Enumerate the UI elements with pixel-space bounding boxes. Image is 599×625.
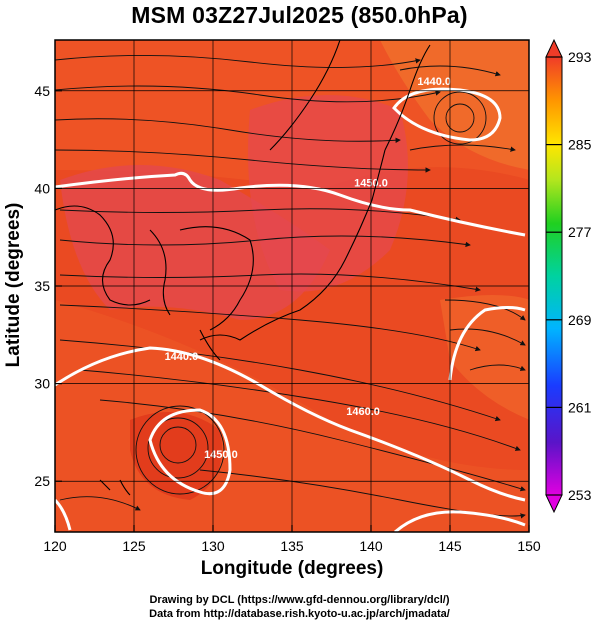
credit-data: Data from http://database.rish.kyoto-u.a… [149,608,450,620]
y-tick-label: 45 [34,83,50,99]
colorbar-scale [545,56,563,496]
x-tick-label: 150 [517,538,541,554]
grid-lines [55,40,529,532]
wind-streamlines [55,55,526,519]
contour-label: 1460.0 [346,406,380,418]
x-tick-label: 120 [43,538,67,554]
map-title: MSM 03Z27Jul2025 (850.0hPa) [131,2,468,28]
x-tick-label: 125 [122,538,146,554]
credit-drawing: Drawing by DCL (https://www.gfd-dennou.o… [149,594,450,606]
x-tick-label: 145 [438,538,462,554]
y-tick-label: 40 [34,180,50,196]
axis-ticks: 120 125 130 135 140 145 150 25 30 35 40 45 [34,83,540,554]
contour-label: 1450.0 [204,449,238,461]
x-tick-label: 135 [280,538,304,554]
colorbar-tick-label: 253 [568,487,592,503]
y-tick-label: 35 [34,278,50,294]
coastlines [55,40,431,496]
contour-label: 1440.0 [165,351,199,363]
colorbar-tick-label: 261 [568,399,592,415]
colorbar-tick-label: 277 [568,224,592,240]
colorbar-tick-label: 285 [568,137,592,153]
colorbar-bottom-arrow [545,494,563,514]
colorbar-top-arrow [545,38,563,58]
y-axis-label: Latitude (degrees) [3,202,24,368]
height-contours [55,87,526,532]
contour-label: 1440.0 [417,76,451,88]
x-tick-label: 140 [359,538,383,554]
colorbar-tick-label: 293 [568,49,592,65]
colorbar-tick-label: 269 [568,312,592,328]
colorbar: 293 285 277 269 261 253 [545,38,592,514]
x-axis-label: Longitude (degrees) [200,558,384,579]
y-tick-label: 30 [34,376,50,392]
x-tick-label: 130 [201,538,225,554]
y-tick-label: 25 [34,473,50,489]
